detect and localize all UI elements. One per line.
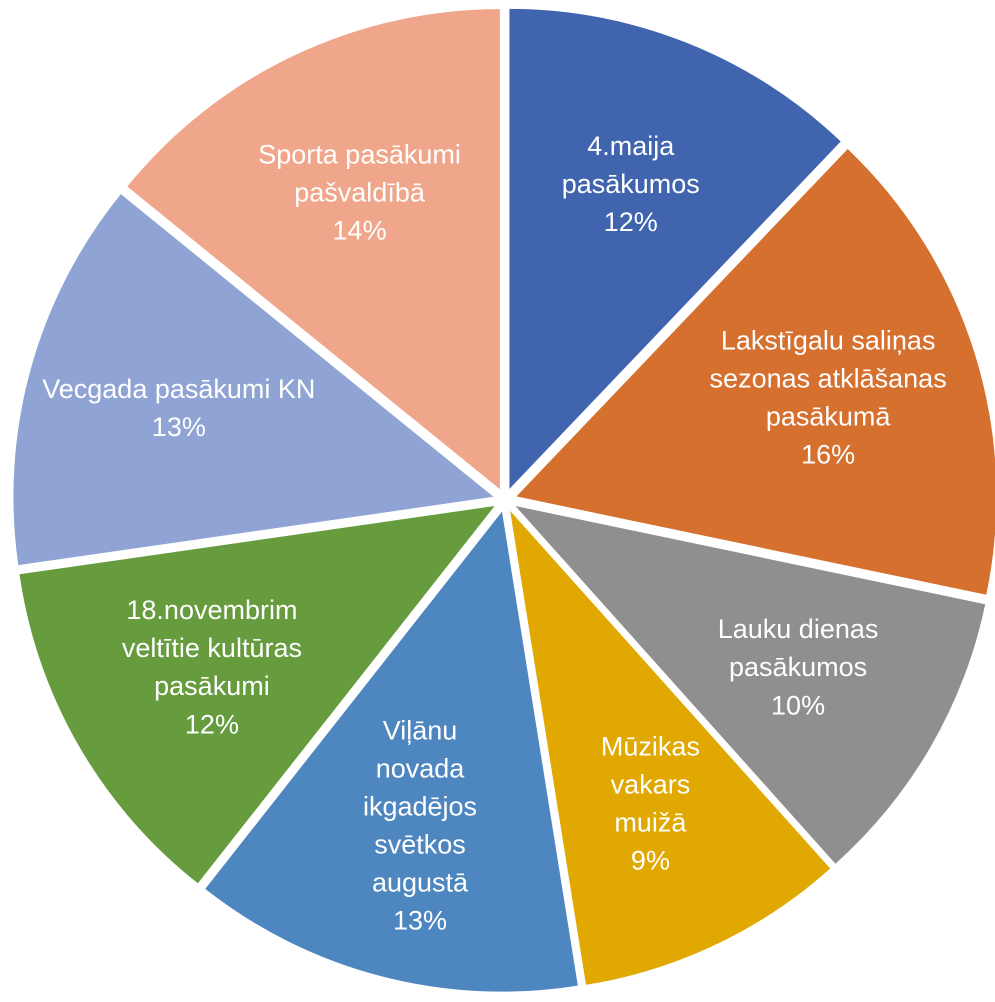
slice-label-line: novada	[376, 754, 466, 784]
value-label: 14%	[333, 216, 387, 246]
slice-label: Vecgada pasākumi KN	[42, 374, 315, 404]
slice-label-line: Lauku dienas	[718, 614, 879, 644]
slice-label-line: 4.maija	[587, 131, 675, 161]
slice-label: Viļānu novada ikgadējos svētkos augustā	[363, 716, 477, 898]
slice-label-line: Mūzikas	[601, 732, 700, 762]
slice-label-line: pasākumi	[154, 671, 270, 701]
slice-label-line: 18.novembrim	[126, 595, 297, 625]
pie-slice	[516, 149, 995, 595]
slice-label-line: ikgadējos	[363, 792, 477, 822]
slice-label: Mūzikas vakars muižā	[601, 732, 700, 838]
pie-slice	[13, 194, 494, 566]
pie-slice	[515, 506, 986, 864]
slice-label-line: veltītie kultūras	[122, 633, 302, 663]
pie-slice	[509, 8, 841, 489]
slice-label-line: pasākumā	[766, 402, 892, 432]
value-label: 16%	[801, 440, 855, 470]
slice-label-line: pasākumos	[562, 169, 700, 199]
slice-label-line: Lakstīgalu saliņas	[721, 326, 936, 356]
pie-slice	[127, 9, 500, 490]
slice-label: 18.novembrim veltītie kultūras pasākumi	[122, 595, 302, 701]
slice-label: Lauku dienas pasākumos	[718, 614, 879, 682]
value-label: 13%	[152, 412, 206, 442]
slice-label: Lakstīgalu saliņas sezonas atklāšanas pasā…	[710, 326, 947, 432]
slice-label-line: muižā	[614, 808, 687, 838]
pie-slice	[205, 511, 578, 992]
value-label: 13%	[393, 906, 447, 936]
slice-label-line: pašvaldībā	[294, 178, 426, 208]
value-label: 12%	[185, 709, 239, 739]
slice-label-line: pasākumos	[729, 652, 867, 682]
slice-label: 4.maija pasākumos	[562, 131, 700, 199]
pie-slice	[19, 506, 495, 884]
pie-slice	[510, 510, 831, 985]
slice-label-line: Viļānu	[383, 716, 458, 746]
slice-label-line: vakars	[611, 770, 691, 800]
value-label: 12%	[604, 207, 658, 237]
value-label: 9%	[631, 846, 670, 876]
slice-label-line: augustā	[372, 868, 469, 898]
value-label: 10%	[771, 690, 825, 720]
slice-label: Sporta pasākumi pašvaldībā	[258, 140, 461, 208]
slice-label-line: Sporta pasākumi	[258, 140, 461, 170]
slice-label-line: Vecgada pasākumi KN	[42, 374, 315, 404]
slice-label-line: svētkos	[374, 830, 466, 860]
slice-label-line: sezonas atklāšanas	[710, 364, 947, 394]
